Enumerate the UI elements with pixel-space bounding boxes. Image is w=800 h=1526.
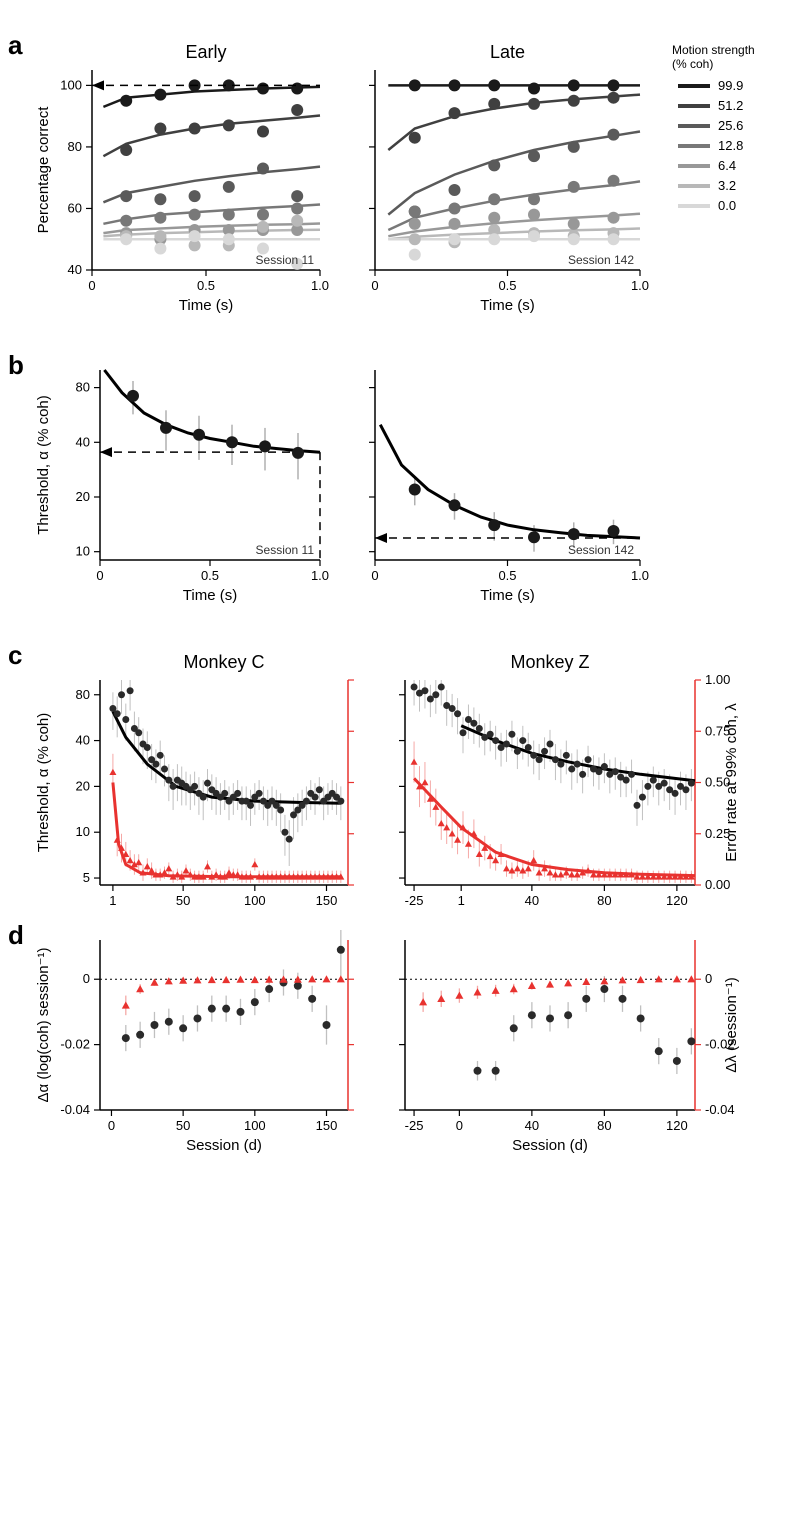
svg-text:20: 20	[76, 489, 90, 504]
svg-text:0: 0	[371, 568, 378, 583]
panel-c-row: c 150100150510204080Threshold, α (% coh)…	[30, 650, 770, 910]
panel-c-monkeyC: 150100150510204080Threshold, α (% coh)Mo…	[30, 650, 360, 910]
svg-text:3.2: 3.2	[718, 178, 736, 193]
svg-text:80: 80	[68, 139, 82, 154]
svg-text:Session (d): Session (d)	[512, 1137, 588, 1154]
svg-text:Threshold, α (% coh): Threshold, α (% coh)	[35, 395, 52, 535]
svg-text:0: 0	[108, 1118, 115, 1133]
svg-text:99.9: 99.9	[718, 78, 743, 93]
svg-text:(% coh): (% coh)	[672, 57, 713, 71]
svg-text:0: 0	[96, 568, 103, 583]
svg-text:20: 20	[76, 778, 90, 793]
svg-text:Time (s): Time (s)	[480, 587, 534, 604]
panel-d-monkeyZ: -2504080120-0.04-0.020Session (d)Δλ (ses…	[380, 930, 750, 1160]
panel-b-label: b	[8, 350, 24, 381]
svg-text:0.0: 0.0	[718, 198, 736, 213]
svg-text:0: 0	[705, 971, 712, 986]
svg-text:50: 50	[176, 1118, 190, 1133]
svg-text:1.0: 1.0	[311, 278, 329, 293]
svg-text:40: 40	[76, 434, 90, 449]
figure: a 00.51.0406080100Time (s)Percentage cor…	[30, 40, 770, 1160]
svg-text:-25: -25	[405, 1118, 424, 1133]
svg-text:1.0: 1.0	[311, 568, 329, 583]
svg-text:Percentage correct: Percentage correct	[35, 106, 52, 234]
svg-text:120: 120	[666, 1118, 688, 1133]
svg-text:40: 40	[76, 733, 90, 748]
svg-text:60: 60	[68, 200, 82, 215]
svg-text:Motion strength: Motion strength	[672, 43, 755, 57]
svg-text:-0.02: -0.02	[60, 1037, 90, 1052]
svg-text:100: 100	[244, 1118, 266, 1133]
panel-a-legend: Motion strength(% coh) 99.9 51.2 25.6 12.8 6.…	[670, 40, 780, 240]
svg-text:0: 0	[371, 278, 378, 293]
svg-text:Δα (log(coh) session⁻¹): Δα (log(coh) session⁻¹)	[35, 948, 52, 1103]
svg-text:1: 1	[109, 893, 116, 908]
svg-text:40: 40	[525, 893, 539, 908]
svg-text:0.5: 0.5	[498, 278, 516, 293]
svg-text:80: 80	[597, 893, 611, 908]
svg-text:50: 50	[176, 893, 190, 908]
svg-text:Session 142: Session 142	[568, 253, 634, 267]
panel-d-monkeyC: 0 50 100 150 -0.04 -0.02 0 Session (d) Δα (log(c…	[30, 930, 360, 1160]
panel-d-label: d	[8, 920, 24, 951]
svg-text:Threshold, α (% coh): Threshold, α (% coh)	[35, 713, 52, 853]
svg-text:-25: -25	[405, 893, 424, 908]
panel-c-label: c	[8, 640, 22, 671]
panel-b-late: 0 0.5 1.0 Time (s) Session 142	[350, 360, 650, 610]
svg-text:Monkey Z: Monkey Z	[510, 652, 589, 672]
svg-text:0: 0	[456, 1118, 463, 1133]
svg-text:10: 10	[76, 824, 90, 839]
svg-text:12.8: 12.8	[718, 138, 743, 153]
svg-text:Error rate at 99% coh, λ: Error rate at 99% coh, λ	[723, 703, 740, 862]
svg-text:0.5: 0.5	[498, 568, 516, 583]
panel-d-row: d 050100150-0.04-0.020Session (d)Δα (log…	[30, 930, 770, 1160]
panel-a-label: a	[8, 30, 22, 61]
svg-text:51.2: 51.2	[718, 98, 743, 113]
svg-text:0: 0	[88, 278, 95, 293]
svg-text:10: 10	[76, 544, 90, 559]
svg-text:0.00: 0.00	[705, 877, 730, 892]
svg-text:Time (s): Time (s)	[480, 297, 534, 314]
svg-text:1.0: 1.0	[631, 278, 649, 293]
svg-text:0.5: 0.5	[197, 278, 215, 293]
svg-text:Session 142: Session 142	[568, 543, 634, 557]
svg-text:Session 11: Session 11	[256, 543, 315, 557]
svg-text:6.4: 6.4	[718, 158, 736, 173]
svg-text:1: 1	[458, 893, 465, 908]
panel-b-early: 0 0.5 1.0 10 20 40 80 Time (s) Threshold, α (% c…	[30, 360, 330, 610]
svg-text:0.5: 0.5	[201, 568, 219, 583]
svg-text:80: 80	[76, 380, 90, 395]
svg-text:100: 100	[60, 77, 82, 92]
svg-text:Late: Late	[490, 42, 525, 62]
svg-text:40: 40	[68, 262, 82, 277]
svg-text:1.00: 1.00	[705, 672, 730, 687]
svg-text:Time (s): Time (s)	[179, 297, 233, 314]
panel-a-row: a 00.51.0406080100Time (s)Percentage cor…	[30, 40, 770, 320]
svg-text:25.6: 25.6	[718, 118, 743, 133]
panel-c-monkeyZ: -25140801200.000.250.500.751.00Error rat…	[380, 650, 750, 910]
svg-text:-0.04: -0.04	[60, 1102, 90, 1117]
svg-text:120: 120	[666, 893, 688, 908]
svg-text:Early: Early	[185, 42, 226, 62]
svg-text:Time (s): Time (s)	[183, 587, 237, 604]
svg-text:150: 150	[316, 1118, 338, 1133]
svg-text:5: 5	[83, 870, 90, 885]
panel-a-early: 0 0.5 1.0 40 60 80 100 Time (s) Percentage corre…	[30, 40, 330, 320]
svg-text:-0.04: -0.04	[705, 1102, 735, 1117]
svg-text:Session (d): Session (d)	[186, 1137, 262, 1154]
svg-text:1.0: 1.0	[631, 568, 649, 583]
svg-text:80: 80	[597, 1118, 611, 1133]
svg-text:0: 0	[83, 971, 90, 986]
panel-b-row: b 00.51.010204080Time (s)Threshold, α (%…	[30, 360, 770, 610]
svg-text:Session 11: Session 11	[256, 253, 315, 267]
svg-text:150: 150	[316, 893, 338, 908]
svg-text:100: 100	[244, 893, 266, 908]
svg-text:40: 40	[525, 1118, 539, 1133]
svg-text:Δλ (session⁻¹): Δλ (session⁻¹)	[723, 977, 740, 1072]
svg-text:Monkey C: Monkey C	[183, 652, 264, 672]
panel-a-late: 0 0.5 1.0 Time (s) Late Session 142	[350, 40, 650, 320]
svg-text:80: 80	[76, 687, 90, 702]
